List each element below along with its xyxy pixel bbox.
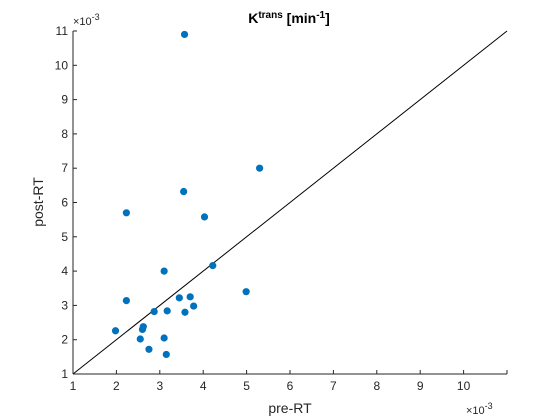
data-point	[122, 209, 130, 217]
data-point	[150, 307, 158, 316]
y-tick-label: 8	[61, 127, 68, 141]
data-point	[242, 288, 250, 296]
x-tick-label: 3	[156, 379, 163, 393]
y-tick-label: 11	[56, 24, 69, 38]
data-point	[180, 30, 189, 39]
y-axis-label: post-RT	[30, 177, 46, 227]
data-point	[200, 213, 209, 221]
data-point	[190, 302, 198, 310]
x-tick-label: 8	[373, 379, 380, 393]
data-point	[138, 325, 147, 334]
x-tick-label: 7	[330, 379, 337, 393]
data-point	[180, 187, 188, 196]
y-tick-label: 6	[61, 196, 68, 210]
x-tick-label: 1	[70, 379, 77, 393]
y-tick-label: 1	[61, 367, 68, 381]
title-superscript: trans	[258, 10, 283, 21]
y-tick-label: 4	[61, 264, 68, 278]
y-tick-label: 3	[61, 298, 68, 312]
data-point	[111, 327, 120, 335]
x-tick-label: 9	[417, 379, 424, 393]
x-tick-label: 5	[243, 379, 250, 393]
y-tick-label: 10	[55, 58, 69, 72]
x-exponent-label: ×10-3	[466, 401, 493, 417]
data-point	[145, 345, 153, 353]
data-point	[181, 308, 189, 316]
x-tick-label: 2	[113, 379, 120, 393]
data-points	[111, 30, 264, 359]
x-tick-label: 6	[287, 379, 294, 393]
data-point	[186, 293, 194, 301]
data-point	[160, 267, 168, 275]
y-exponent-label: ×10-3	[73, 12, 100, 28]
chart-title: Ktrans [min-1]	[248, 10, 330, 26]
y-tick-label: 7	[61, 161, 68, 175]
data-point	[209, 262, 217, 270]
data-point	[136, 335, 144, 343]
data-point	[175, 294, 183, 302]
axis-ticks: 1 2 3 4 5 6 7 8 9 10 1 2 3 4 5 6 7 8 9 10 11	[55, 24, 508, 393]
plot-area	[72, 30, 508, 375]
data-point	[122, 296, 130, 305]
y-tick-label: 2	[61, 333, 68, 347]
data-point	[160, 334, 168, 342]
x-tick-label: 10	[457, 379, 471, 393]
x-tick-label: 4	[200, 379, 207, 393]
x-axis-label: pre-RT	[268, 400, 312, 416]
data-point	[256, 164, 264, 172]
data-point	[163, 307, 171, 315]
y-tick-label: 9	[61, 93, 68, 107]
y-tick-label: 5	[61, 230, 68, 244]
data-point	[162, 350, 170, 359]
identity-line	[72, 30, 508, 375]
